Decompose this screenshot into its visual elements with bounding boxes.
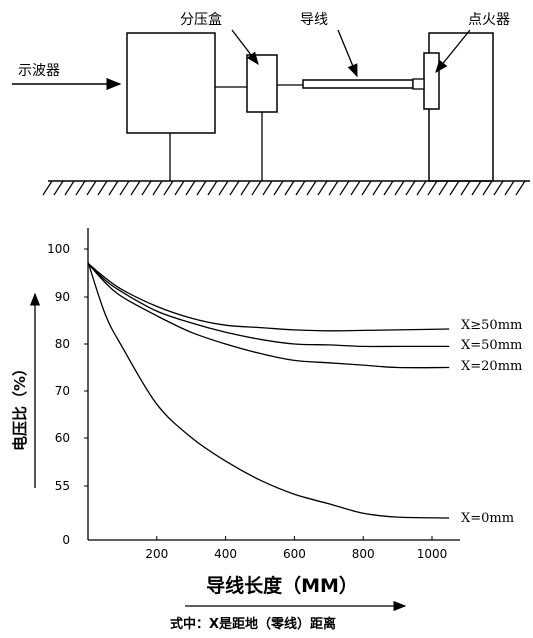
hatch-line	[229, 180, 240, 196]
y-tick-label: 60	[55, 431, 70, 445]
series-label-group: X≥50mm X=50mm X=20mm X=0mm	[461, 318, 522, 526]
series-label: X=0mm	[461, 511, 514, 526]
hatch-line	[284, 180, 295, 196]
hatch-line	[427, 180, 438, 196]
hatch-line	[471, 180, 482, 196]
hatch-line	[449, 180, 460, 196]
hatch-line	[64, 180, 75, 196]
hatch-line	[196, 180, 207, 196]
hatch-line	[493, 180, 504, 196]
hatch-line	[273, 180, 284, 196]
hatch-line	[350, 180, 361, 196]
hatch-line	[108, 180, 119, 196]
oscilloscope-box	[126, 32, 216, 134]
hatch-line	[251, 180, 262, 196]
y-tick-label: 100	[47, 242, 70, 256]
y-tick-label: 55	[55, 479, 70, 493]
hatch-line	[163, 180, 174, 196]
hatch-line	[86, 180, 97, 196]
wire-pointer	[337, 29, 358, 78]
series-group	[87, 261, 450, 519]
hatch-line	[405, 180, 416, 196]
hatch-line	[361, 180, 372, 196]
hatch-line	[482, 180, 493, 196]
wire-conductor	[302, 79, 414, 89]
test-setup-diagram: 示波器 分压盒 导线 点火器	[12, 11, 530, 196]
hatch-line	[416, 180, 427, 196]
hatch-line	[262, 180, 273, 196]
series-label: X=50mm	[461, 338, 522, 353]
hatch-line	[53, 180, 64, 196]
voltage-divider-label: 分压盒	[180, 11, 222, 28]
series-line	[87, 262, 450, 348]
x-tick-group: 200 400 600 800 1000	[145, 536, 447, 561]
hatch-line	[394, 180, 405, 196]
hatch-line	[152, 180, 163, 196]
x-tick-label: 400	[214, 547, 237, 561]
hatch-line	[42, 180, 53, 196]
y-tick-label: 90	[55, 290, 70, 304]
hatch-line	[504, 180, 515, 196]
hatch-line	[141, 180, 152, 196]
hatch-line	[207, 180, 218, 196]
hatch-line	[174, 180, 185, 196]
y-tick-label: 0	[62, 533, 70, 547]
voltage-divider-box	[246, 54, 278, 113]
hatch-line	[130, 180, 141, 196]
igniter-label: 点火器	[468, 12, 510, 28]
igniter-body	[423, 52, 440, 110]
hatch-line	[185, 180, 196, 196]
hatch-line	[97, 180, 108, 196]
hatch-line	[383, 180, 394, 196]
ground-hatch	[42, 180, 530, 196]
chart-note: 式中：X是距地（零线）距离	[170, 616, 336, 632]
series-label: X≥50mm	[461, 318, 522, 333]
series-line	[87, 261, 450, 519]
hatch-line	[460, 180, 471, 196]
series-line	[87, 262, 450, 332]
voltage-ratio-chart: 0 55 60 70 80 90 100 200 400 600 800 1000 X≥50mm X=…	[11, 228, 522, 632]
hatch-line	[372, 180, 383, 196]
y-tick-group: 0 55 60 70 80 90 100	[47, 242, 88, 547]
hatch-line	[295, 180, 306, 196]
x-axis-label: 导线长度（MM）	[206, 574, 358, 597]
y-tick-label: 80	[55, 337, 70, 351]
hatch-line	[339, 180, 350, 196]
hatch-line	[328, 180, 339, 196]
hatch-line	[240, 180, 251, 196]
hatch-line	[75, 180, 86, 196]
series-label: X=20mm	[461, 359, 522, 374]
hatch-line	[317, 180, 328, 196]
igniter-pointer	[435, 29, 471, 74]
igniter-connector	[412, 78, 425, 90]
oscilloscope-label: 示波器	[18, 63, 60, 79]
hatch-line	[515, 180, 526, 196]
voltage-divider-pointer	[231, 29, 259, 66]
x-tick-label: 200	[145, 547, 168, 561]
x-tick-label: 1000	[417, 547, 448, 561]
x-tick-label: 800	[352, 547, 375, 561]
hatch-line	[306, 180, 317, 196]
hatch-line	[119, 180, 130, 196]
x-tick-label: 600	[283, 547, 306, 561]
series-line	[87, 262, 450, 369]
hatch-line	[218, 180, 229, 196]
wire-label: 导线	[300, 12, 328, 28]
y-tick-label: 70	[55, 384, 70, 398]
y-axis-label: 电压比（%）	[11, 361, 29, 451]
hatch-line	[438, 180, 449, 196]
